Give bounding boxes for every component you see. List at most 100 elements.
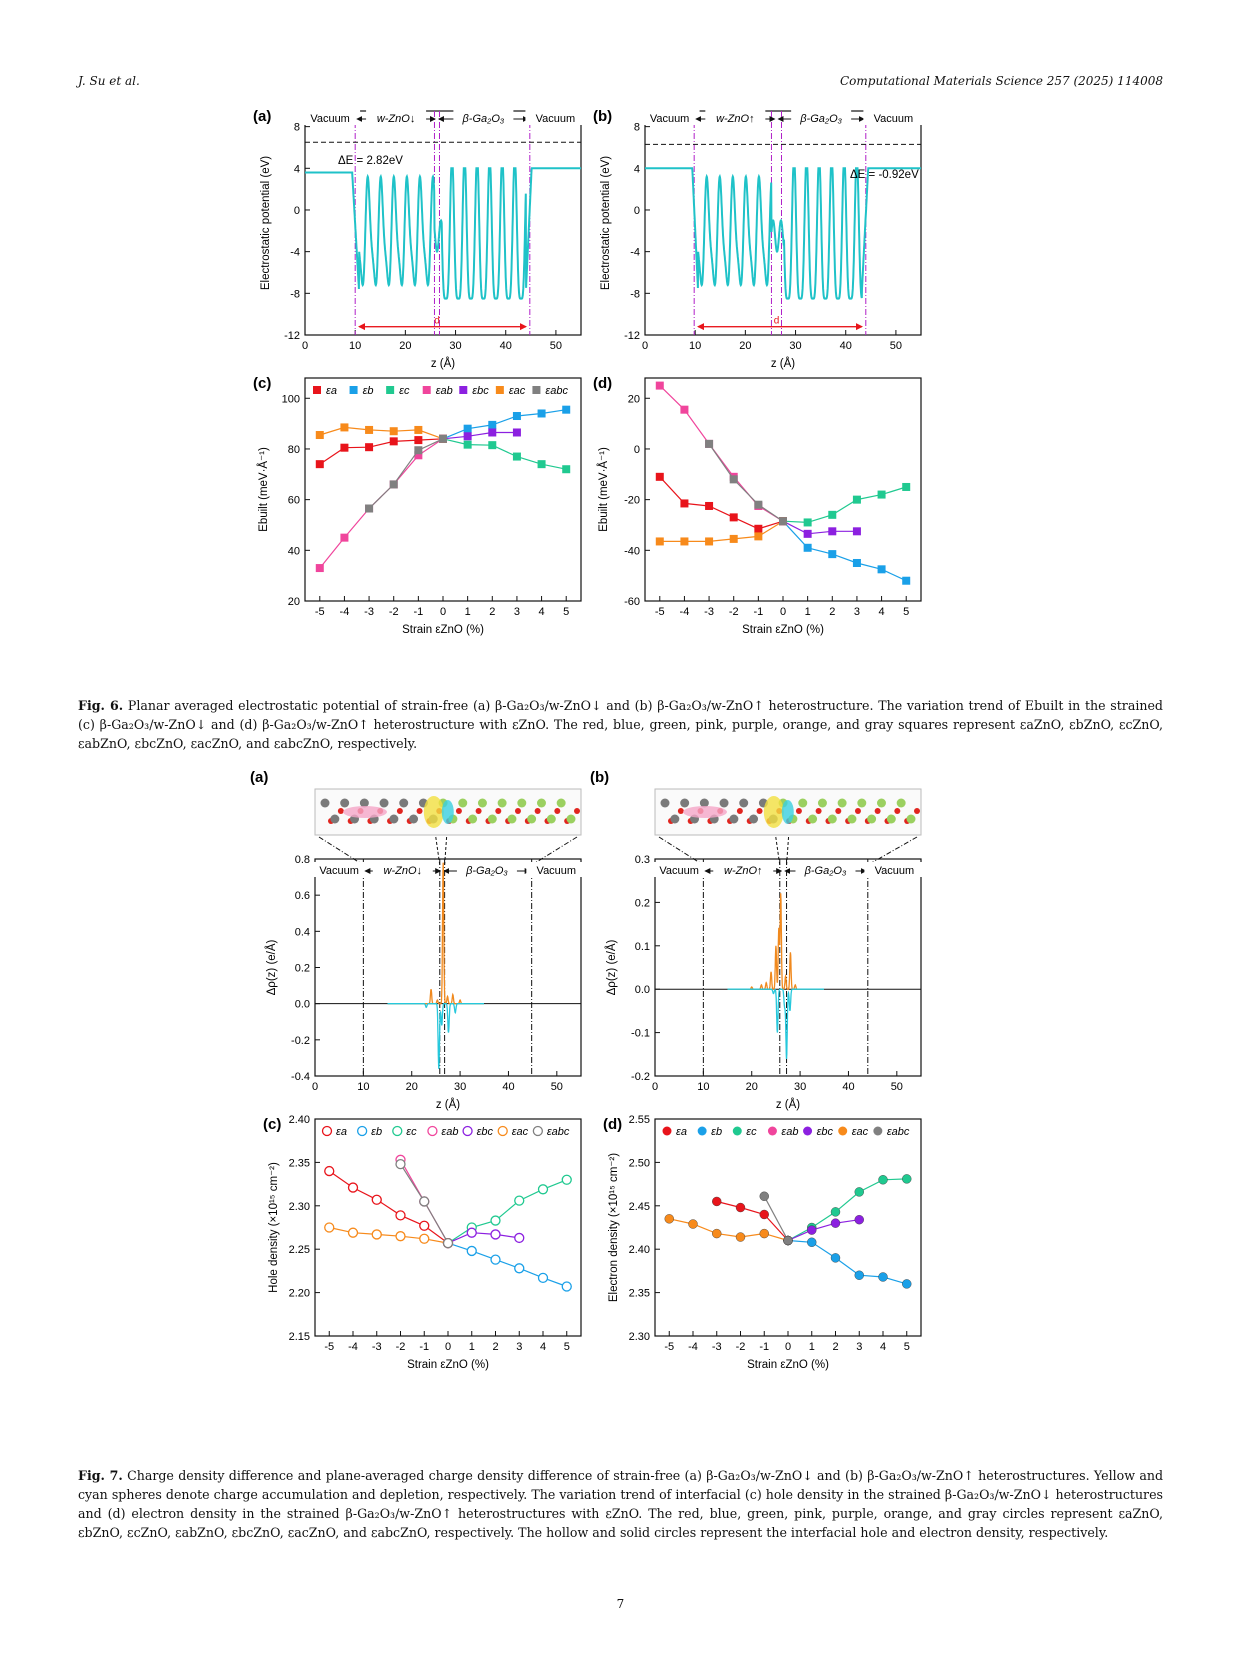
fig7-a-axes	[314, 858, 582, 1077]
fig6-b-ytick-label: 0	[634, 205, 640, 217]
fig7-b-ylabel: Δρ(z) (e/Å)	[605, 939, 618, 995]
fig7-b-atom	[874, 808, 881, 814]
fig7c-xtick-label: -3	[372, 1341, 382, 1353]
fig7d-series-b-point	[807, 1237, 817, 1247]
fig7d-ytick-label: 2.50	[629, 1157, 650, 1169]
fig6d-ylabel: Ebuilt (meV·Å⁻¹)	[597, 447, 610, 532]
fig7c-series-a-point	[324, 1165, 335, 1177]
fig6d-xtick-label: 2	[829, 606, 835, 618]
fig7-b-ytick-label: -0.2	[631, 1071, 650, 1083]
fig7d-xtick-label: 0	[785, 1341, 791, 1353]
fig7d-xlabel: Strain εZnO (%)	[747, 1359, 829, 1371]
fig6d-series-abc-point	[729, 475, 738, 484]
fig6d-xlabel: Strain εZnO (%)	[742, 624, 824, 636]
fig7d-legend-label: εc	[746, 1126, 757, 1138]
fig6-a-region-label: Vacuum	[310, 113, 350, 125]
fig7d-xtick-label: 1	[809, 1341, 815, 1353]
fig6c-series-a-point	[315, 460, 324, 469]
fig6c-series-ac-point	[414, 425, 423, 434]
fig7c-series-b-line	[447, 1242, 568, 1288]
fig7c-legend-label: εa	[336, 1126, 347, 1138]
fig7-a-atom	[546, 814, 556, 824]
fig7c-ytick-label: 2.35	[289, 1157, 310, 1169]
fig7d-series-b-line	[787, 1239, 907, 1285]
fig6d-series-abc-point	[779, 517, 787, 526]
fig7d-series-c-point	[830, 1207, 841, 1217]
fig7-a-ytick-label: 0.2	[295, 963, 310, 975]
fig7-a-atom	[495, 808, 502, 814]
fig7-b-xlabel: z (Å)	[776, 1098, 800, 1111]
fig6c-series-a-point	[389, 437, 398, 446]
fig6d-series-b-point	[828, 550, 837, 559]
fig6c-xtick-label: -2	[389, 606, 399, 618]
fig6-b-region-bg	[791, 110, 852, 125]
fig7-b-atom	[817, 798, 827, 808]
fig6-a-region-label: β-Ga₂O₃	[462, 113, 505, 125]
fig7d-legend-label: εb	[711, 1126, 722, 1138]
page-number: 7	[616, 1597, 625, 1611]
fig7-b-atom	[736, 808, 743, 814]
fig6-a-xtick-label: 0	[302, 340, 308, 352]
fig7-b-atom	[835, 808, 842, 814]
fig6-b-ylabel: Electrostatic potential (eV)	[600, 156, 612, 290]
fig6d-series-c-point	[877, 490, 886, 499]
fig7-a-dipole-arrow	[343, 806, 387, 818]
fig7-caption-text: Charge density difference and plane-aver…	[78, 1468, 1164, 1540]
fig7c-series-ac-point	[324, 1222, 335, 1233]
fig7-a-atom	[330, 814, 340, 824]
fig6-a-region-bg	[300, 110, 361, 125]
fig6c-ytick-label: 20	[288, 596, 300, 608]
fig7c-xtick-label: 2	[492, 1341, 498, 1353]
fig6c-ylabel: Ebuilt (meV·Å⁻¹)	[257, 447, 270, 532]
fig7-b-accum-curve	[727, 893, 824, 990]
fig7-b-ytick-label: -0.1	[631, 1028, 650, 1040]
fig7-b-atom	[914, 808, 920, 814]
fig7-a-xlabel: z (Å)	[436, 1098, 460, 1111]
fig6d-series-abc-line	[708, 443, 784, 522]
fig6-b-ytick-label: 4	[634, 163, 640, 175]
fig6-b-xtick-label: 10	[689, 340, 701, 352]
fig7c-legend-marker	[427, 1125, 438, 1137]
fig7d-legend-marker	[803, 1126, 813, 1136]
fig7c-series-bc-point	[514, 1232, 525, 1244]
fig6-b-region-bg	[863, 110, 924, 125]
fig7c-ytick-label: 2.30	[289, 1201, 310, 1213]
fig7d-legend-label: εab	[781, 1126, 798, 1138]
fig6c-legend-marker	[495, 386, 504, 394]
fig7c-ytick-label: 2.25	[289, 1244, 310, 1256]
fig7-b-ytick-label: 0.2	[635, 897, 650, 909]
fig7c-series-c-point	[514, 1195, 525, 1206]
fig7-caption-label: Fig. 7.	[78, 1468, 123, 1483]
fig7-b-axes	[654, 858, 922, 1077]
fig6c-series-c-point	[512, 452, 521, 461]
fig7c-legend-label: εabc	[547, 1126, 570, 1138]
fig7-a-atom	[566, 814, 576, 824]
fig6c-series-a-point	[414, 436, 423, 445]
fig7d-xtick-label: 3	[856, 1341, 862, 1353]
fig6d-series-a-point	[655, 472, 664, 481]
fig7-a-xtick-label: 20	[406, 1081, 418, 1093]
fig6-a-ytick-label: -4	[290, 247, 300, 259]
fig7d-xtick-label: 5	[904, 1341, 910, 1353]
fig7-a-atom	[337, 808, 344, 814]
fig6c-xtick-label: -4	[340, 606, 350, 618]
fig6c-series-bc-point	[512, 428, 521, 437]
fig6c-series-ac-point	[389, 427, 398, 436]
fig7-a-atom	[517, 798, 527, 808]
fig6d-series-c-point	[852, 495, 861, 504]
fig6d-series-bc-point	[852, 527, 861, 536]
fig7d-series-c-point	[878, 1175, 888, 1185]
fig7-a-ytick-label: -0.2	[291, 1035, 310, 1047]
fig6d-series-ac-point	[680, 537, 689, 546]
fig6d-series-bc-point	[828, 527, 837, 536]
fig6d-ytick-label: -60	[624, 596, 640, 608]
fig7c-legend-marker	[532, 1125, 544, 1137]
fig7-a-atom	[477, 798, 487, 808]
fig6-a-region-label: Vacuum	[536, 113, 576, 125]
fig7d-ylabel: Electron density (×10¹⁵ cm⁻²)	[608, 1153, 620, 1302]
fig7-a-accum-curve	[387, 862, 484, 1005]
fig7d-legend-label: εabc	[887, 1126, 910, 1138]
fig6c-series-a-point	[365, 443, 374, 452]
fig7d-series-c-point	[902, 1174, 912, 1184]
fig6c-series-c-point	[488, 441, 497, 450]
